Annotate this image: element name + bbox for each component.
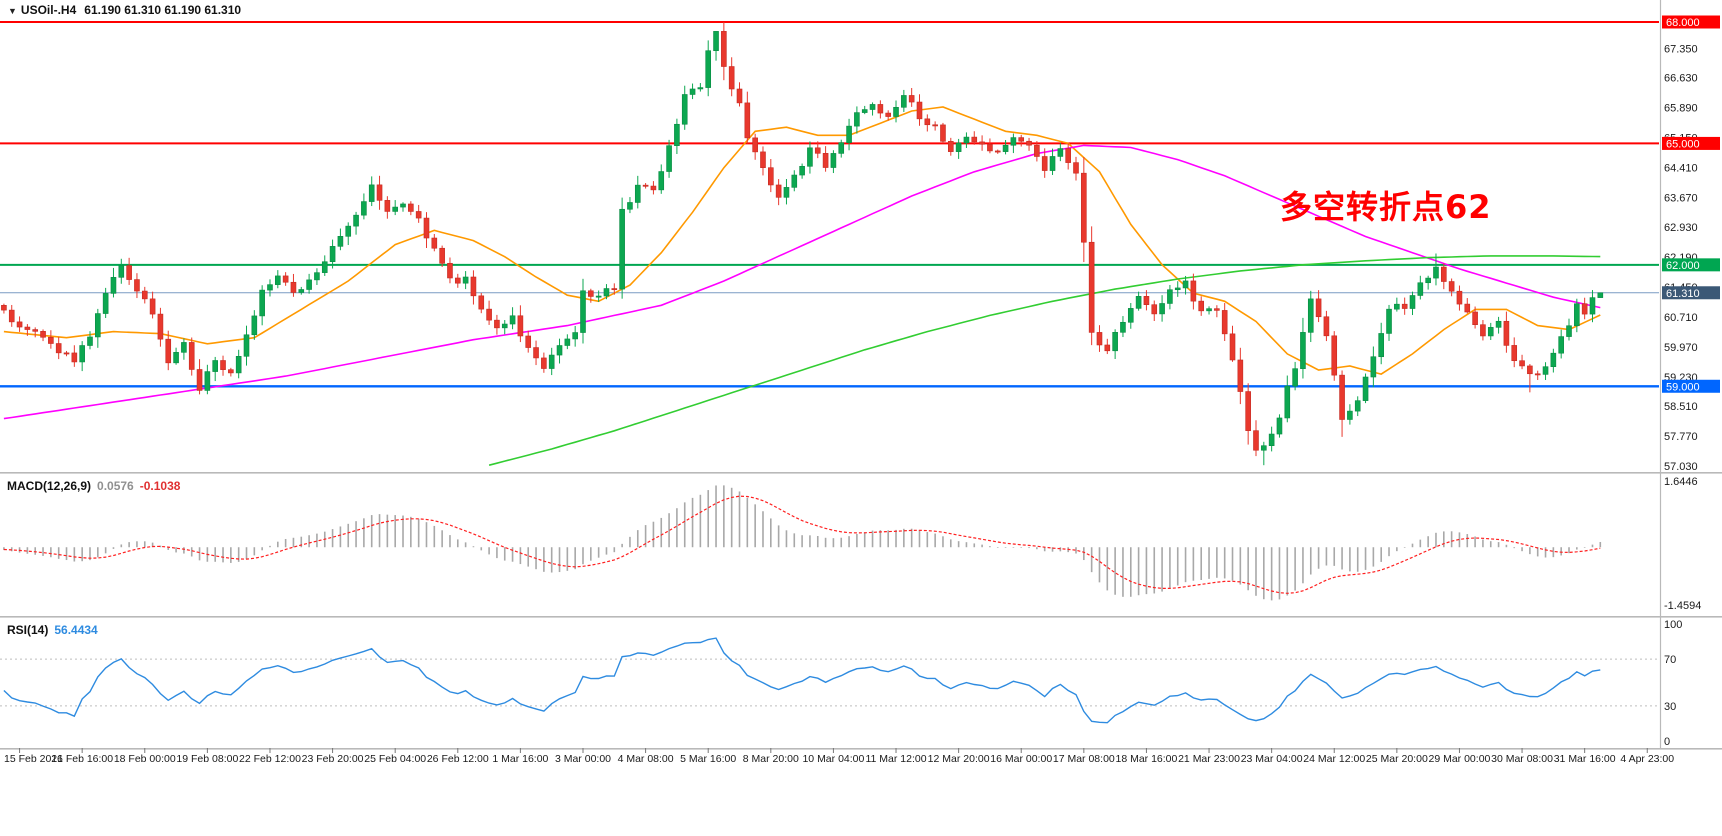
price-axis[interactable]: 67.35066.63065.89065.15064.41063.67062.9… bbox=[1662, 15, 1720, 474]
svg-text:1.6446: 1.6446 bbox=[1664, 476, 1698, 488]
ma-fast bbox=[3, 106, 1601, 375]
ma-slow bbox=[488, 255, 1601, 466]
svg-text:30 Mar 08:00: 30 Mar 08:00 bbox=[1491, 753, 1553, 765]
macd-signal-value: -0.1038 bbox=[139, 479, 181, 493]
svg-text:23 Feb 20:00: 23 Feb 20:00 bbox=[302, 753, 364, 765]
macd-main-value: 0.0576 bbox=[97, 479, 134, 493]
svg-text:10 Mar 04:00: 10 Mar 04:00 bbox=[802, 753, 864, 765]
rsi-panel: 100 70 30 0 bbox=[0, 619, 1682, 748]
macd-indicator-title: MACD(12,26,9) 0.0576 -0.1038 bbox=[7, 479, 180, 493]
price-label-box-62.000 bbox=[1662, 258, 1720, 272]
svg-text:58.510: 58.510 bbox=[1664, 401, 1698, 413]
svg-text:4 Apr 23:00: 4 Apr 23:00 bbox=[1620, 753, 1674, 765]
rsi-indicator-title: RSI(14) 56.4434 bbox=[7, 623, 98, 637]
svg-text:19 Feb 08:00: 19 Feb 08:00 bbox=[176, 753, 238, 765]
moving-averages bbox=[3, 106, 1601, 466]
text-annotation[interactable]: 多空转折点62 bbox=[1280, 188, 1492, 226]
svg-text:66.630: 66.630 bbox=[1664, 72, 1698, 84]
svg-text:100: 100 bbox=[1664, 619, 1682, 631]
svg-text:70: 70 bbox=[1664, 654, 1676, 666]
svg-text:11 Mar 12:00: 11 Mar 12:00 bbox=[865, 753, 926, 765]
svg-text:16 Feb 16:00: 16 Feb 16:00 bbox=[51, 753, 113, 765]
svg-text:26 Feb 12:00: 26 Feb 12:00 bbox=[427, 753, 489, 765]
svg-text:68.000: 68.000 bbox=[1666, 17, 1700, 29]
rsi-value: 56.4434 bbox=[54, 623, 98, 637]
svg-text:65.890: 65.890 bbox=[1664, 102, 1698, 114]
svg-text:59.000: 59.000 bbox=[1666, 381, 1700, 393]
svg-text:16 Mar 00:00: 16 Mar 00:00 bbox=[990, 753, 1052, 765]
svg-text:1 Mar 16:00: 1 Mar 16:00 bbox=[492, 753, 548, 765]
candlestick-series bbox=[1, 22, 1604, 466]
price-label-box-59.000 bbox=[1662, 379, 1720, 393]
svg-text:4 Mar 08:00: 4 Mar 08:00 bbox=[618, 753, 674, 765]
svg-text:60.710: 60.710 bbox=[1664, 312, 1698, 324]
svg-text:24 Mar 12:00: 24 Mar 12:00 bbox=[1303, 753, 1365, 765]
ma-mid bbox=[3, 144, 1601, 420]
svg-text:25 Feb 04:00: 25 Feb 04:00 bbox=[364, 753, 426, 765]
svg-text:18 Mar 16:00: 18 Mar 16:00 bbox=[1115, 753, 1177, 765]
price-label-box-68.000 bbox=[1662, 15, 1720, 29]
svg-text:59.970: 59.970 bbox=[1664, 342, 1698, 354]
svg-text:30: 30 bbox=[1664, 701, 1676, 713]
svg-text:29 Mar 00:00: 29 Mar 00:00 bbox=[1429, 753, 1491, 765]
svg-text:3 Mar 00:00: 3 Mar 00:00 bbox=[555, 753, 611, 765]
rsi-label: RSI(14) bbox=[7, 623, 49, 637]
ohlc-values: 61.190 61.310 61.190 61.310 bbox=[84, 3, 242, 17]
horizontal-price-lines[interactable] bbox=[0, 21, 1659, 388]
svg-text:31 Mar 16:00: 31 Mar 16:00 bbox=[1554, 753, 1616, 765]
panel-frame bbox=[0, 0, 1722, 750]
svg-text:22 Feb 12:00: 22 Feb 12:00 bbox=[239, 753, 301, 765]
svg-text:23 Mar 04:00: 23 Mar 04:00 bbox=[1241, 753, 1303, 765]
svg-text:57.770: 57.770 bbox=[1664, 431, 1698, 443]
svg-text:64.410: 64.410 bbox=[1664, 162, 1698, 174]
macd-panel: 1.6446 -1.4594 bbox=[3, 476, 1701, 612]
svg-text:17 Mar 08:00: 17 Mar 08:00 bbox=[1053, 753, 1115, 765]
svg-text:25 Mar 20:00: 25 Mar 20:00 bbox=[1366, 753, 1428, 765]
svg-text:67.350: 67.350 bbox=[1664, 43, 1698, 55]
macd-label: MACD(12,26,9) bbox=[7, 479, 92, 493]
chart-marker-icon: ▼ bbox=[8, 6, 17, 16]
price-label-box-65.000 bbox=[1662, 136, 1720, 150]
rsi-line bbox=[3, 637, 1601, 724]
chart-title: ▼ USOil-.H4 61.190 61.310 61.190 61.310 bbox=[8, 3, 241, 17]
svg-text:12 Mar 20:00: 12 Mar 20:00 bbox=[928, 753, 990, 765]
svg-text:63.670: 63.670 bbox=[1664, 192, 1698, 204]
svg-text:8 Mar 20:00: 8 Mar 20:00 bbox=[743, 753, 799, 765]
svg-text:0: 0 bbox=[1664, 736, 1670, 748]
svg-text:62.930: 62.930 bbox=[1664, 222, 1698, 234]
svg-text:-1.4594: -1.4594 bbox=[1664, 600, 1701, 612]
svg-text:62.000: 62.000 bbox=[1666, 260, 1700, 272]
svg-text:61.310: 61.310 bbox=[1666, 288, 1700, 300]
symbol-timeframe-label: USOil-.H4 bbox=[20, 3, 77, 17]
svg-text:57.030: 57.030 bbox=[1664, 461, 1698, 473]
svg-text:15 Feb 2021: 15 Feb 2021 bbox=[4, 753, 63, 765]
svg-text:21 Mar 23:00: 21 Mar 23:00 bbox=[1178, 753, 1240, 765]
price-label-box-61.310 bbox=[1662, 286, 1720, 300]
svg-text:18 Feb 00:00: 18 Feb 00:00 bbox=[114, 753, 176, 765]
macd-signal-line bbox=[3, 495, 1601, 594]
svg-text:5 Mar 16:00: 5 Mar 16:00 bbox=[680, 753, 736, 765]
svg-text:65.000: 65.000 bbox=[1666, 138, 1700, 150]
